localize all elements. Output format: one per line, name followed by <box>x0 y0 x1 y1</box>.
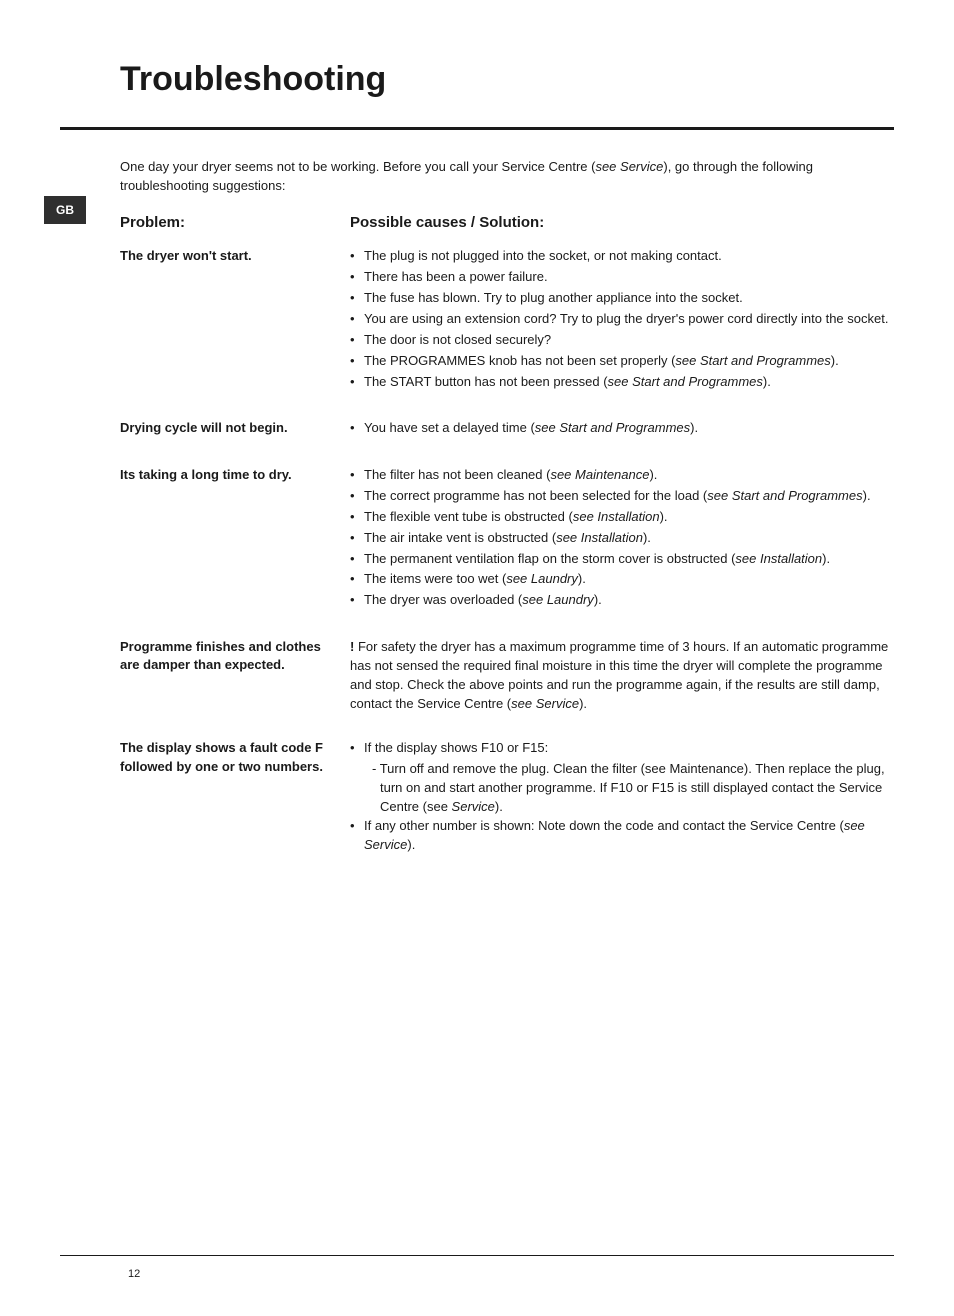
bullet-item: The plug is not plugged into the socket,… <box>350 247 894 266</box>
troubleshooting-row: Drying cycle will not begin.You have set… <box>120 419 894 440</box>
problem-label: Drying cycle will not begin. <box>120 419 350 440</box>
page-number: 12 <box>128 1268 140 1280</box>
bullet-item: The air intake vent is obstructed (see I… <box>350 529 894 548</box>
solution-bullets: If the display shows F10 or F15: - Turn o… <box>350 739 894 854</box>
bullet-item: The PROGRAMMES knob has not been set pro… <box>350 352 894 371</box>
solution-cell: If the display shows F10 or F15: - Turn o… <box>350 739 894 856</box>
solution-cell: The plug is not plugged into the socket,… <box>350 247 894 393</box>
troubleshooting-rows: The dryer won't start.The plug is not pl… <box>0 247 894 856</box>
title-rule <box>60 127 894 130</box>
bullet-item: The items were too wet (see Laundry). <box>350 570 894 589</box>
solution-bullets: The plug is not plugged into the socket,… <box>350 247 894 391</box>
problem-label: The dryer won't start. <box>120 247 350 393</box>
bullet-subtext: - Turn off and remove the plug. Clean th… <box>350 760 894 817</box>
footer-rule <box>60 1255 894 1256</box>
page-title: Troubleshooting <box>120 60 894 99</box>
language-tag: GB <box>44 196 86 224</box>
intro-text-before: One day your dryer seems not to be worki… <box>120 159 595 174</box>
problem-label: Its taking a long time to dry. <box>120 466 350 612</box>
bullet-item: If the display shows F10 or F15: <box>350 739 894 758</box>
header-problem: Problem: <box>120 212 350 234</box>
troubleshooting-row: The display shows a fault code F followe… <box>120 739 894 856</box>
bullet-item: There has been a power failure. <box>350 268 894 287</box>
header-solution: Possible causes / Solution: <box>350 212 894 234</box>
bullet-item: The dryer was overloaded (see Laundry). <box>350 591 894 610</box>
bullet-item: The door is not closed securely? <box>350 331 894 350</box>
page: Troubleshooting GB One day your dryer se… <box>0 0 954 1316</box>
bullet-item: The permanent ventilation flap on the st… <box>350 550 894 569</box>
solution-bullets: The filter has not been cleaned (see Mai… <box>350 466 894 610</box>
bullet-item: You have set a delayed time (see Start a… <box>350 419 894 438</box>
bullet-item: The correct programme has not been selec… <box>350 487 894 506</box>
bullet-item: You are using an extension cord? Try to … <box>350 310 894 329</box>
solution-bullets: You have set a delayed time (see Start a… <box>350 419 894 438</box>
bullet-item: The START button has not been pressed (s… <box>350 373 894 392</box>
problem-label: The display shows a fault code F followe… <box>120 739 350 856</box>
intro-text: One day your dryer seems not to be worki… <box>120 158 880 196</box>
troubleshooting-row: Programme finishes and clothes are dampe… <box>120 638 894 713</box>
column-headers: Problem: Possible causes / Solution: <box>120 212 894 234</box>
problem-label: Programme finishes and clothes are dampe… <box>120 638 350 713</box>
solution-cell: The filter has not been cleaned (see Mai… <box>350 466 894 612</box>
bullet-item: The fuse has blown. Try to plug another … <box>350 289 894 308</box>
bullet-item: If any other number is shown: Note down … <box>350 817 894 855</box>
solution-cell: You have set a delayed time (see Start a… <box>350 419 894 440</box>
solution-cell: ! For safety the dryer has a maximum pro… <box>350 638 894 713</box>
bullet-item: The filter has not been cleaned (see Mai… <box>350 466 894 485</box>
troubleshooting-row: Its taking a long time to dry.The filter… <box>120 466 894 612</box>
intro-text-italic: see Service <box>595 159 663 174</box>
troubleshooting-row: The dryer won't start.The plug is not pl… <box>120 247 894 393</box>
bullet-item: The flexible vent tube is obstructed (se… <box>350 508 894 527</box>
solution-paragraph: ! For safety the dryer has a maximum pro… <box>350 638 894 713</box>
